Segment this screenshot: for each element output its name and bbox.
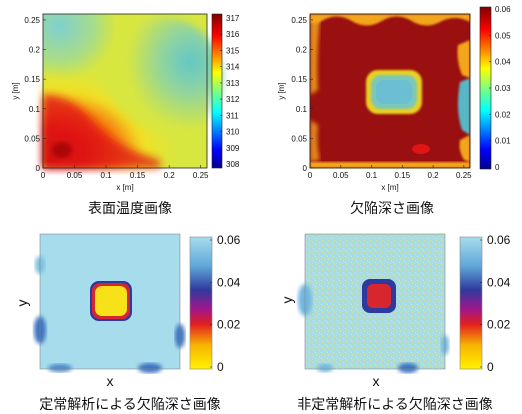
y-tick-label: 0.05 — [291, 134, 307, 143]
colorbar-tick-label: 0.06 — [495, 5, 511, 14]
x-axis-label: x [m] — [116, 183, 133, 192]
colorbar-defect-depth: 0 0.01 0.02 0.03 0.04 0.05 0.06 — [479, 5, 511, 172]
colorbar-tick-label: 310 — [226, 128, 240, 137]
y-tick-label: 0.25 — [24, 16, 40, 25]
colorbar-tick-label: 312 — [226, 95, 240, 104]
colorbar-temperature: 308 309 310 311 312 313 314 315 316 317 — [211, 13, 240, 169]
y-tick-label: 0.2 — [296, 46, 308, 55]
colorbar-tick-label: 0.02 — [217, 318, 241, 332]
heatmap-surface-temperature — [42, 13, 223, 169]
y-tick-label: 0.25 — [291, 16, 307, 25]
colorbar-tick-label: 0.01 — [495, 137, 511, 146]
colorbar-tick-label: 313 — [226, 79, 240, 88]
y-tick-label: 0.05 — [24, 134, 40, 143]
y-tick-label: 0.2 — [29, 46, 41, 55]
colorbar-tick-label: 0.04 — [217, 275, 241, 289]
x-tick-label: 0 — [308, 171, 313, 180]
panel-surface-temperature: 00.050.10.150.20.25 0 0.05 0.1 0.15 0.2 0.25 … — [11, 13, 240, 217]
colorbar-tick-label: 0.02 — [487, 318, 511, 332]
x-tick-label: 0.15 — [395, 171, 411, 180]
y-tick-label: 0 — [36, 164, 41, 173]
colorbar-steady-analysis: 0 0.02 0.04 0.06 — [189, 233, 241, 374]
x-ticks-1: 0 0.05 0.1 0.15 0.2 0.25 — [41, 165, 209, 180]
y-ticks-2: 0 0.05 0.1 0.15 0.2 0.25 — [291, 16, 313, 173]
colorbar-tick-label: 308 — [226, 160, 240, 169]
x-tick-label: 0.2 — [428, 171, 440, 180]
x-tick-label: 0 — [41, 171, 46, 180]
x-axis-label: x [m] — [381, 183, 398, 192]
colorbar-tick-label: 316 — [226, 30, 240, 39]
x-tick-label: 0.05 — [333, 171, 349, 180]
x-axis-label: x — [373, 373, 380, 389]
colorbar-unsteady-analysis: 0 0.02 0.04 0.06 — [459, 233, 511, 374]
colorbar-tick-label: 309 — [226, 144, 240, 153]
colorbar-tick-label: 0 — [487, 360, 494, 374]
panel-steady-analysis: x y 0 0.02 0.04 0.06 定常解析による欠陥深さ画像 — [14, 233, 241, 413]
y-axis-label: y — [14, 300, 30, 307]
colorbar-tick-label: 0 — [217, 360, 224, 374]
heatmap-unsteady-analysis — [298, 233, 449, 373]
x-tick-label: 0.1 — [101, 171, 113, 180]
x-tick-label: 0.1 — [366, 171, 378, 180]
y-tick-label: 0.15 — [24, 75, 40, 84]
colorbar-tick-label: 317 — [226, 14, 240, 23]
caption-steady-analysis: 定常解析による欠陥深さ画像 — [39, 396, 221, 413]
colorbar-tick-label: 314 — [226, 63, 240, 72]
y-tick-label: 0.1 — [29, 105, 41, 114]
y-axis-label: y [m] — [11, 82, 20, 99]
y-axis-label: y — [279, 297, 295, 304]
x-axis-label: x — [107, 373, 114, 389]
colorbar-tick-label: 0 — [495, 163, 500, 172]
x-tick-label: 0.25 — [193, 171, 209, 180]
x-tick-label: 0.15 — [130, 171, 146, 180]
colorbar-tick-label: 0.05 — [495, 31, 511, 40]
colorbar-tick-label: 0.03 — [495, 84, 511, 93]
colorbar-tick-label: 0.02 — [495, 110, 511, 119]
heatmap-defect-depth — [309, 13, 471, 169]
x-tick-label: 0.05 — [67, 171, 83, 180]
x-tick-label: 0.2 — [164, 171, 176, 180]
colorbar-tick-label: 0.04 — [495, 58, 511, 67]
heatmap-steady-analysis — [34, 233, 185, 373]
colorbar-tick-label: 0.04 — [487, 275, 511, 289]
x-tick-label: 0.25 — [456, 171, 472, 180]
colorbar-tick-label: 0.06 — [217, 233, 241, 247]
y-axis-label: y [m] — [277, 82, 286, 99]
y-ticks-1: 0 0.05 0.1 0.15 0.2 0.25 — [24, 16, 46, 173]
y-tick-label: 0.1 — [296, 105, 308, 114]
x-ticks-2: 0 0.05 0.1 0.15 0.2 0.25 — [308, 165, 472, 180]
caption-defect-depth: 欠陥深さ画像 — [350, 200, 434, 217]
panel-defect-depth: 00.050.10.150.20.25 0 0.05 0.1 0.15 0.2 0.25 … — [277, 5, 511, 217]
y-tick-label: 0.15 — [291, 75, 307, 84]
panel-unsteady-analysis: x y 0 0.02 0.04 0.06 非定常解析による欠陥深さ画像 — [279, 233, 511, 413]
colorbar-tick-label: 0.06 — [487, 233, 511, 247]
caption-unsteady-analysis: 非定常解析による欠陥深さ画像 — [297, 396, 493, 413]
y-tick-label: 0 — [303, 164, 308, 173]
caption-surface-temperature: 表面温度画像 — [88, 201, 172, 217]
colorbar-tick-label: 311 — [226, 111, 239, 120]
colorbar-tick-label: 315 — [226, 46, 240, 55]
